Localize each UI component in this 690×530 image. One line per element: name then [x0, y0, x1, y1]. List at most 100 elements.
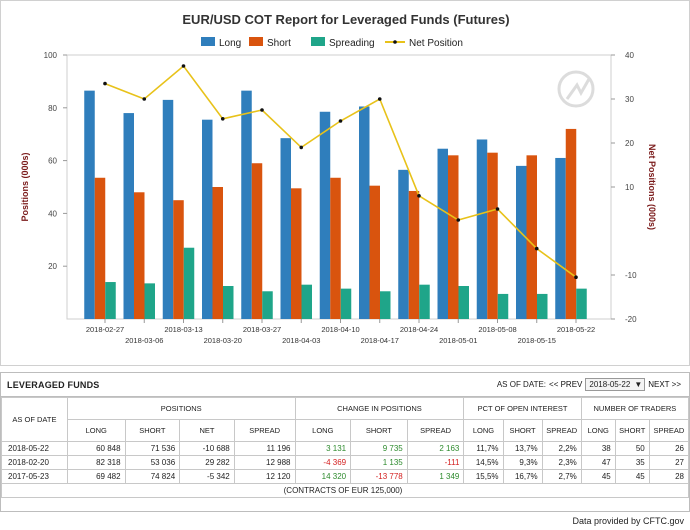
- net-position-point: [181, 64, 186, 68]
- x-tick-label: 2018-04-17: [361, 336, 399, 345]
- legend-label: Spreading: [329, 38, 375, 49]
- group-traders: NUMBER OF TRADERS: [580, 397, 690, 420]
- x-tick-label: 2018-05-15: [518, 336, 556, 345]
- bar-long: [398, 169, 409, 319]
- column-header: SHORT: [502, 419, 543, 442]
- chevron-down-icon: ▼: [634, 380, 643, 389]
- x-tick-label: 2018-03-20: [204, 336, 242, 345]
- bar-short: [448, 155, 459, 319]
- column-header: SHORT: [124, 419, 181, 442]
- table-cell: 29 282: [179, 455, 235, 470]
- table-cell: 69 482: [66, 469, 126, 484]
- table-cell: 13,7%: [502, 441, 543, 456]
- net-position-point: [495, 207, 500, 211]
- table-cell: 60 848: [66, 441, 126, 456]
- table-cell: 35: [614, 455, 650, 470]
- table-row: 2018-05-22 60 848 71 536 -10 688 11 196 3 131…: [1, 441, 690, 456]
- date-select[interactable]: 2018-05-22 ▼: [585, 378, 646, 391]
- data-source-credit: Data provided by CFTC.gov: [572, 516, 684, 526]
- table-cell: 28: [648, 469, 690, 484]
- column-headers: LONG SHORT NET SPREAD LONG SHORT SPREAD LONG SHO…: [2, 419, 690, 442]
- net-position-point: [338, 119, 343, 123]
- bar-long: [516, 165, 527, 319]
- legend-label: Net Position: [409, 38, 463, 49]
- bar-long: [280, 138, 291, 319]
- bar-long: [555, 157, 566, 319]
- table-cell: 16,7%: [502, 469, 543, 484]
- table-cell: -5 342: [179, 469, 235, 484]
- row-date: 2018-05-22: [1, 441, 68, 456]
- legend-label: Long: [219, 38, 241, 49]
- left-tick-label: 20: [48, 262, 57, 271]
- bar-spreading: [301, 284, 312, 319]
- watermark-icon: [557, 70, 595, 108]
- column-header: SPREAD: [541, 419, 582, 442]
- column-header: LONG: [294, 419, 352, 442]
- net-position-point: [456, 218, 461, 222]
- table-cell: 45: [580, 469, 616, 484]
- table-cell: 2 163: [406, 441, 465, 456]
- bar-short: [134, 192, 145, 319]
- contracts-footnote: (CONTRACTS OF EUR 125,000): [1, 483, 689, 498]
- right-tick-label: -10: [625, 271, 637, 280]
- bar-short: [526, 155, 537, 319]
- bar-spreading: [105, 282, 116, 319]
- right-tick-label: 10: [625, 183, 634, 192]
- x-tick-label: 2018-03-27: [243, 325, 281, 334]
- cot-chart-panel: EUR/USD COT Report for Leveraged Funds (…: [0, 0, 690, 366]
- right-tick-label: 40: [625, 51, 634, 60]
- table-cell: 14,5%: [463, 455, 504, 470]
- bar-long: [123, 113, 134, 319]
- net-position-point: [260, 108, 264, 112]
- bar-long: [476, 139, 488, 319]
- table-cell: 14 320: [294, 469, 352, 484]
- x-tick-label: 2018-02-27: [86, 325, 124, 334]
- bar-spreading: [419, 284, 430, 319]
- bar-long: [202, 119, 213, 320]
- table-cell: -10 688: [179, 441, 235, 456]
- x-tick-label: 2018-05-22: [557, 325, 595, 334]
- table-cell: 9 735: [350, 441, 408, 456]
- prev-link[interactable]: << PREV: [549, 380, 583, 389]
- bar-spreading: [340, 288, 352, 319]
- column-header: LONG: [580, 419, 616, 442]
- x-tick-label: 2018-04-24: [400, 325, 438, 334]
- positions-table: AS OF DATE POSITIONS CHANGE IN POSITIONS…: [1, 397, 690, 498]
- table-cell: -4 369: [294, 455, 352, 470]
- bar-short: [408, 190, 420, 319]
- table-cell: 3 131: [294, 441, 352, 456]
- table-cell: 15,5%: [463, 469, 504, 484]
- table-cell: 82 318: [66, 455, 126, 470]
- table-header-bar: LEVERAGED FUNDS AS OF DATE: << PREV 2018…: [1, 373, 689, 397]
- leveraged-funds-table-panel: LEVERAGED FUNDS AS OF DATE: << PREV 2018…: [0, 372, 690, 512]
- bar-spreading: [497, 293, 509, 319]
- table-cell: 1 135: [350, 455, 408, 470]
- x-tick-label: 2018-04-10: [321, 325, 359, 334]
- table-row: 2018-02-20 82 318 53 036 29 282 12 988 -4 369…: [1, 455, 690, 470]
- net-position-point: [142, 97, 147, 101]
- bar-short: [251, 163, 263, 319]
- table-cell: 11,7%: [463, 441, 504, 456]
- net-position-point: [574, 275, 578, 280]
- legend-swatch: [249, 37, 263, 46]
- table-cell: 50: [614, 441, 650, 456]
- y-axis-right-title: Net Positions (000s): [647, 144, 657, 230]
- net-position-point: [220, 117, 225, 121]
- cot-chart: EUR/USD COT Report for Leveraged Funds (…: [20, 12, 657, 345]
- legend-swatch: [201, 37, 215, 46]
- net-position-point: [299, 145, 304, 150]
- bar-short: [487, 152, 498, 319]
- table-cell: -111: [406, 455, 465, 470]
- bar-spreading: [183, 247, 195, 319]
- net-position-point: [534, 246, 539, 251]
- table-cell: 38: [580, 441, 616, 456]
- right-tick-label: 30: [625, 95, 634, 104]
- x-tick-label: 2018-04-03: [282, 336, 320, 345]
- table-cell: 9,3%: [502, 455, 543, 470]
- bar-spreading: [380, 291, 391, 319]
- bar-short: [212, 187, 223, 319]
- right-tick-label: -20: [625, 315, 637, 324]
- bar-spreading: [576, 288, 587, 319]
- next-link[interactable]: NEXT >>: [648, 380, 681, 389]
- net-position-point: [377, 97, 382, 101]
